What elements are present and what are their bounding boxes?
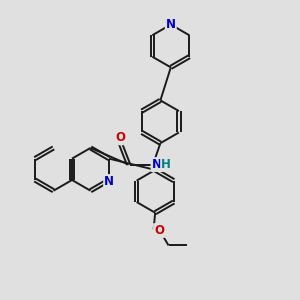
Text: N: N [104, 175, 114, 188]
Text: N: N [166, 18, 176, 31]
Text: O: O [154, 224, 164, 237]
Text: H: H [161, 158, 171, 171]
Text: O: O [115, 131, 125, 144]
Text: N: N [152, 158, 161, 171]
